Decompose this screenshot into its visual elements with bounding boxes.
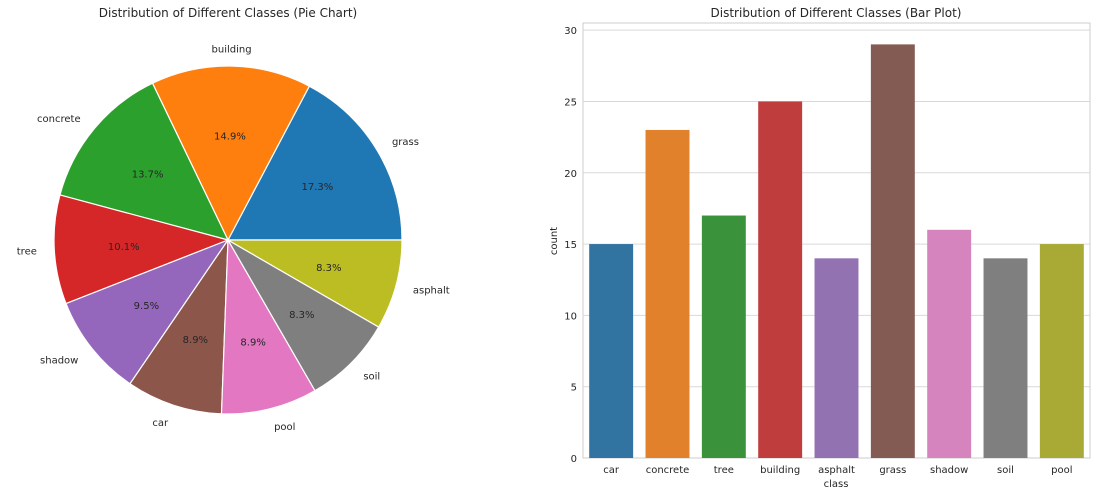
pie-slice-asphalt bbox=[225, 239, 403, 328]
pie-slice-building bbox=[151, 65, 311, 242]
x-tick-label-shadow: shadow bbox=[930, 465, 968, 476]
x-tick-label-building: building bbox=[760, 465, 800, 476]
bar-concrete bbox=[645, 129, 690, 458]
y-tick-label-0: 0 bbox=[571, 454, 577, 465]
pie-slice-concrete bbox=[59, 82, 230, 241]
bar-chart: Distribution of Different Classes (Bar P… bbox=[549, 6, 1091, 490]
pie-slice-soil bbox=[226, 238, 380, 392]
bar-chart-title: Distribution of Different Classes (Bar P… bbox=[711, 6, 962, 20]
pie-label-asphalt: asphalt bbox=[413, 286, 450, 297]
y-tick-labels: 0 5 10 15 20 25 30 bbox=[564, 26, 577, 465]
pie-label-pool: pool bbox=[274, 422, 295, 433]
x-tick-label-grass: grass bbox=[879, 465, 906, 476]
pie-pct-pool: 8.9% bbox=[240, 337, 265, 348]
x-tick-label-pool: pool bbox=[1051, 465, 1072, 476]
pie-label-building: building bbox=[212, 45, 252, 56]
bars bbox=[589, 44, 1084, 459]
pie-pct-tree: 10.1% bbox=[108, 242, 140, 253]
pie-label-shadow: shadow bbox=[40, 355, 78, 366]
pie-slice-car bbox=[129, 237, 229, 415]
pie-pct-building: 14.9% bbox=[214, 132, 246, 143]
x-tick-labels: car concrete tree building asphalt grass shado… bbox=[603, 465, 1072, 476]
y-tick-label-15: 15 bbox=[564, 240, 577, 251]
pie-chart: Distribution of Different Classes (Pie C… bbox=[17, 6, 450, 433]
bar-pool bbox=[1039, 244, 1084, 458]
pie-slice-grass bbox=[227, 85, 403, 241]
y-tick-label-30: 30 bbox=[564, 26, 577, 37]
pie-slice-shadow bbox=[65, 238, 230, 385]
x-tick-label-soil: soil bbox=[997, 465, 1014, 476]
y-tick-label-25: 25 bbox=[564, 97, 577, 108]
bar-asphalt bbox=[814, 258, 859, 458]
y-tick-label-20: 20 bbox=[564, 169, 577, 180]
pie-slices bbox=[53, 65, 403, 415]
bar-shadow bbox=[927, 229, 972, 458]
x-axis-label: class bbox=[824, 479, 849, 490]
pie-label-tree: tree bbox=[17, 247, 37, 258]
y-tick-label-5: 5 bbox=[571, 383, 577, 394]
pie-slice-tree bbox=[53, 194, 230, 305]
pie-label-concrete: concrete bbox=[37, 114, 81, 125]
pie-label-grass: grass bbox=[392, 137, 419, 148]
bar-soil bbox=[983, 258, 1028, 458]
x-tick-label-asphalt: asphalt bbox=[818, 465, 855, 476]
pie-label-car: car bbox=[152, 418, 169, 429]
bar-car bbox=[589, 244, 634, 458]
pie-pct-asphalt: 8.3% bbox=[316, 263, 341, 274]
x-tick-label-car: car bbox=[603, 465, 620, 476]
pie-chart-title: Distribution of Different Classes (Pie C… bbox=[99, 6, 357, 20]
bar-grass bbox=[870, 44, 915, 459]
pie-pct-concrete: 13.7% bbox=[132, 169, 164, 180]
pie-pct-grass: 17.3% bbox=[302, 182, 334, 193]
pie-pct-soil: 8.3% bbox=[289, 310, 314, 321]
pie-labels: grass 17.3% building 14.9% concrete 13.7% tree… bbox=[17, 45, 450, 433]
bar-building bbox=[758, 101, 803, 458]
x-tick-label-tree: tree bbox=[714, 465, 734, 476]
y-axis-label: count bbox=[549, 227, 560, 255]
pie-slice-pool bbox=[220, 237, 316, 415]
pie-label-soil: soil bbox=[363, 371, 380, 382]
y-tick-label-10: 10 bbox=[564, 311, 577, 322]
bar-tree bbox=[701, 215, 746, 458]
x-tick-label-concrete: concrete bbox=[646, 465, 690, 476]
pie-pct-car: 8.9% bbox=[183, 335, 208, 346]
pie-pct-shadow: 9.5% bbox=[134, 301, 159, 312]
